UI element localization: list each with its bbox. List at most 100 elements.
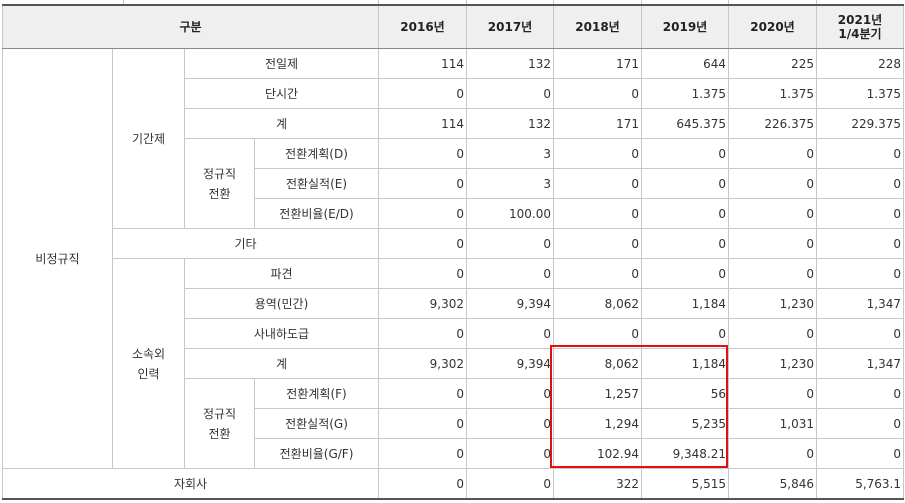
table-row: 자회사 0 0 322 5,515 5,846 5,763.1 — [2, 468, 904, 500]
cell-2018: 0 — [553, 258, 642, 289]
cell-2017: 9,394 — [466, 348, 554, 379]
table-row: 계 9,302 9,394 8,062 1,184 1,230 1,347 — [3, 348, 904, 379]
cell-2017: 132 — [466, 108, 554, 139]
table-row: 정규직 전환 전환계획(D) 0 3 0 0 0 0 — [3, 138, 904, 229]
cell-2016: 0 — [378, 468, 467, 500]
cell-2020: 0 — [728, 228, 817, 259]
row-label: 용역(민간) — [184, 288, 379, 319]
cell-2021: 0 — [816, 378, 904, 409]
cell-2021: 0 — [816, 438, 904, 469]
cell-2019: 0 — [641, 318, 729, 349]
cell-2016: 0 — [378, 258, 467, 289]
cell-2021: 0 — [816, 168, 904, 199]
cell-2021: 0 — [816, 318, 904, 349]
table-row: 계 114 132 171 645.375 226.375 229.375 — [3, 108, 904, 139]
employment-statistics-table: 구분 2016년 2017년 2018년 2019년 2020년 2021년 1/… — [2, 4, 904, 500]
cell-2017: 0 — [466, 468, 554, 500]
cell-2017: 3 — [466, 138, 554, 169]
cell-2021: 0 — [816, 408, 904, 439]
cell-2017: 0 — [466, 78, 554, 109]
cell-2018: 0 — [553, 318, 642, 349]
cell-2021: 0 — [816, 138, 904, 169]
cell-2019: 1,184 — [641, 348, 729, 379]
header-year-2018: 2018년 — [553, 4, 642, 49]
cell-2019: 1.375 — [641, 78, 729, 109]
cell-2017: 0 — [466, 318, 554, 349]
cell-2019: 645.375 — [641, 108, 729, 139]
cell-2018: 1,294 — [553, 408, 642, 439]
cell-2017: 9,394 — [466, 288, 554, 319]
cell-2017: 0 — [466, 258, 554, 289]
cell-2020: 0 — [728, 138, 817, 169]
row-label: 기타 — [112, 228, 379, 259]
cell-2019: 9,348.21 — [641, 438, 729, 469]
cell-2020: 1,031 — [728, 408, 817, 439]
cell-2018: 171 — [553, 48, 642, 79]
cell-2017: 0 — [466, 438, 554, 469]
header-year-2017: 2017년 — [466, 4, 554, 49]
cell-2020: 0 — [728, 378, 817, 409]
group-label-line1: 정규직 — [202, 406, 237, 421]
cell-2016: 0 — [378, 138, 467, 169]
cell-2019: 5,515 — [641, 468, 729, 500]
cell-2018: 8,062 — [553, 288, 642, 319]
cell-2018: 171 — [553, 108, 642, 139]
cell-2018: 322 — [553, 468, 642, 500]
cell-2020: 0 — [728, 168, 817, 199]
cell-2017: 0 — [466, 378, 554, 409]
group-label-line1: 정규직 — [202, 166, 237, 181]
row-label: 계 — [184, 348, 379, 379]
cell-2018: 0 — [553, 78, 642, 109]
cell-2018: 8,062 — [553, 348, 642, 379]
group-label-line2: 전환 — [208, 426, 231, 441]
cell-2016: 0 — [378, 438, 467, 469]
row-label: 단시간 — [184, 78, 379, 109]
cell-2021: 1,347 — [816, 288, 904, 319]
cell-2021: 5,763.1 — [816, 468, 904, 500]
cell-2018: 0 — [553, 228, 642, 259]
row-label: 자회사 — [2, 468, 379, 500]
header-year-2021: 2021년 — [837, 13, 883, 27]
cell-2021: 0 — [816, 258, 904, 289]
cell-2020: 0 — [728, 198, 817, 229]
cell-2021: 229.375 — [816, 108, 904, 139]
header-year-2016: 2016년 — [378, 4, 467, 49]
group-label-line2: 전환 — [208, 186, 231, 201]
cell-2018: 102.94 — [553, 438, 642, 469]
table-row: 전환실적(G) 0 0 1,294 5,235 1,031 0 — [3, 408, 904, 439]
row-label: 사내하도급 — [184, 318, 379, 349]
cell-2018: 0 — [553, 198, 642, 229]
group-label-line2: 인력 — [137, 366, 160, 381]
cell-2021: 1.375 — [816, 78, 904, 109]
cell-2018: 1,257 — [553, 378, 642, 409]
cell-2018: 0 — [553, 168, 642, 199]
cell-2016: 0 — [378, 318, 467, 349]
row-label: 전환비율(G/F) — [254, 438, 379, 469]
table-row: 전환비율(G/F) 0 0 102.94 9,348.21 0 0 — [3, 438, 904, 469]
cell-2019: 0 — [641, 258, 729, 289]
cell-2019: 0 — [641, 168, 729, 199]
header-quarter: 1/4분기 — [838, 27, 882, 41]
group-label-line1: 소속외 — [131, 346, 166, 361]
header-category: 구분 — [2, 4, 379, 49]
cell-2016: 9,302 — [378, 288, 467, 319]
table-row: 비정규직 기간제 전일제 114 132 171 644 225 228 — [2, 48, 904, 469]
header-row: 구분 2016년 2017년 2018년 2019년 2020년 2021년 1/… — [2, 4, 904, 49]
cell-2021: 0 — [816, 198, 904, 229]
row-label: 전환계획(F) — [254, 378, 379, 409]
group-fixed-term: 기간제 — [112, 48, 185, 229]
row-label: 전환실적(G) — [254, 408, 379, 439]
cell-2019: 56 — [641, 378, 729, 409]
cell-2016: 114 — [378, 48, 467, 79]
cell-2017: 132 — [466, 48, 554, 79]
header-year-2019: 2019년 — [641, 4, 729, 49]
cell-2019: 1,184 — [641, 288, 729, 319]
row-label: 전일제 — [184, 48, 379, 79]
table-row: 소속외 인력 파견 0 0 0 0 0 0 — [3, 258, 904, 469]
cell-2016: 0 — [378, 378, 467, 409]
table-row: 기타 0 0 0 0 0 0 — [3, 228, 904, 259]
cell-2020: 0 — [728, 318, 817, 349]
